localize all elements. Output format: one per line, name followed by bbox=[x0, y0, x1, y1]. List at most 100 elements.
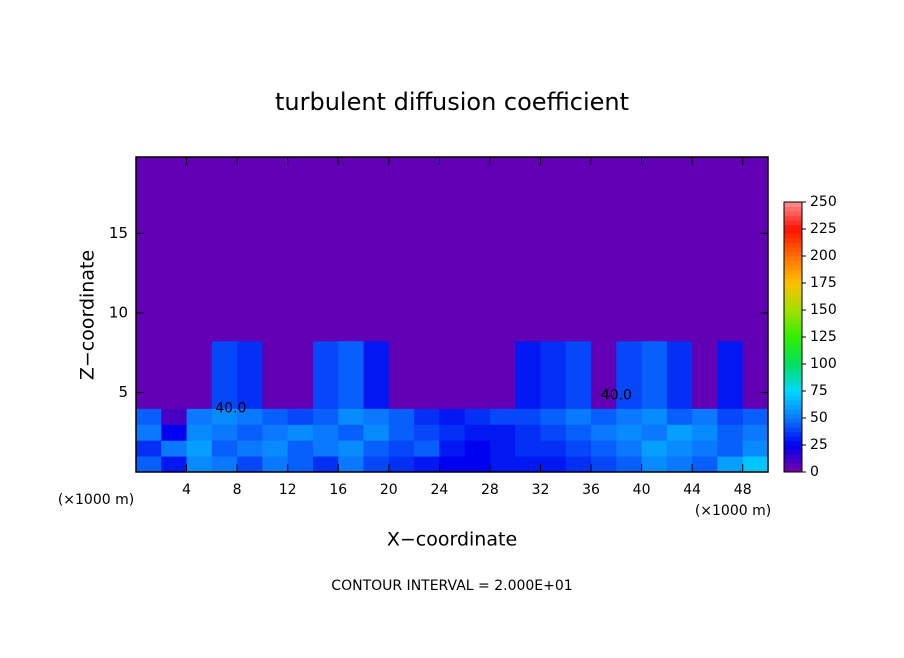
colorbar-band bbox=[784, 328, 802, 333]
field-cell bbox=[338, 456, 365, 473]
plot-frame bbox=[135, 156, 769, 473]
field-cell bbox=[666, 408, 693, 425]
field-cell bbox=[641, 340, 668, 409]
field-cell bbox=[237, 157, 263, 342]
field-cell bbox=[641, 424, 668, 441]
colorbar-band bbox=[784, 260, 802, 266]
field-cell bbox=[186, 408, 213, 425]
field-cell bbox=[515, 408, 541, 425]
field-cell bbox=[666, 340, 693, 409]
y-axis-label: Z−coordinate bbox=[77, 250, 99, 380]
field-cell bbox=[161, 440, 188, 457]
colorbar-band bbox=[784, 436, 802, 441]
field-cell bbox=[641, 456, 668, 473]
field-cell bbox=[616, 456, 643, 473]
field-cell bbox=[616, 424, 643, 441]
field-cell bbox=[338, 440, 365, 457]
colorbar-band bbox=[784, 215, 802, 221]
unit-label: (×1000 m) bbox=[58, 492, 134, 508]
field-cell bbox=[136, 157, 162, 342]
field-cell bbox=[515, 424, 541, 441]
field-cell bbox=[388, 456, 415, 473]
x-tick-label: 20 bbox=[380, 482, 398, 498]
field-cell bbox=[489, 408, 516, 425]
field-cell bbox=[136, 408, 162, 425]
field-cell bbox=[262, 456, 289, 473]
field-cell bbox=[414, 440, 440, 457]
colorbar-band bbox=[784, 305, 802, 311]
colorbar-band bbox=[784, 220, 802, 225]
x-tick-label: 16 bbox=[329, 482, 347, 498]
field-cell bbox=[211, 424, 238, 441]
field-cell bbox=[312, 157, 339, 342]
field-cell bbox=[666, 157, 693, 342]
colorbar-tick-label: 100 bbox=[810, 356, 837, 372]
x-tick-label: 12 bbox=[279, 482, 297, 498]
field-cell bbox=[464, 424, 491, 441]
colorbar-band bbox=[784, 359, 802, 365]
colorbar-tick-label: 175 bbox=[810, 275, 837, 291]
field-cell bbox=[742, 456, 769, 473]
field-cell bbox=[312, 456, 339, 473]
field-cell bbox=[439, 157, 466, 342]
field-cell bbox=[363, 157, 390, 342]
field-cell bbox=[237, 440, 263, 457]
colorbar-band bbox=[784, 202, 802, 207]
field-cell bbox=[717, 340, 744, 409]
colorbar-band bbox=[784, 463, 802, 468]
field-cell bbox=[363, 456, 390, 473]
colorbar-band bbox=[784, 251, 802, 257]
field-cell bbox=[565, 408, 592, 425]
annotation: CONTOUR INTERVAL = 2.000E+01 bbox=[331, 578, 572, 594]
colorbar-band bbox=[784, 391, 802, 396]
field-cell bbox=[161, 408, 188, 425]
colorbar-band bbox=[784, 269, 802, 275]
field-cell bbox=[287, 440, 314, 457]
colorbar-band bbox=[784, 400, 802, 405]
colorbar-band bbox=[784, 364, 802, 369]
colorbar-band bbox=[784, 229, 802, 234]
field-cell bbox=[414, 456, 440, 473]
field-cell bbox=[540, 440, 567, 457]
field-cell bbox=[641, 157, 668, 342]
field-cell bbox=[161, 456, 188, 473]
colorbar-tick-label: 75 bbox=[810, 383, 828, 399]
colorbar-tick-label: 150 bbox=[810, 302, 837, 318]
colorbar-band bbox=[784, 422, 802, 428]
colorbar-tick-label: 200 bbox=[810, 248, 837, 264]
field-cell bbox=[414, 424, 440, 441]
unit-label: (×1000 m) bbox=[695, 503, 771, 519]
colorbar-band bbox=[784, 283, 802, 288]
field-cell bbox=[363, 408, 390, 425]
colorbar-band bbox=[784, 355, 802, 360]
colorbar-band bbox=[784, 386, 802, 392]
colorbar-band bbox=[784, 274, 802, 279]
colorbar-band bbox=[784, 382, 802, 387]
field-cell bbox=[287, 424, 314, 441]
colorbar-tick-label: 250 bbox=[810, 194, 837, 210]
field-cell bbox=[540, 408, 567, 425]
colorbar-tick-label: 225 bbox=[810, 221, 837, 237]
colorbar-band bbox=[784, 256, 802, 261]
field-cell bbox=[616, 340, 643, 409]
field-cell bbox=[616, 408, 643, 425]
field-cell bbox=[591, 424, 617, 441]
colorbar-band bbox=[784, 323, 802, 329]
field-cell bbox=[489, 157, 516, 342]
field-cell bbox=[439, 456, 466, 473]
field-cell bbox=[692, 440, 718, 457]
colorbar-band bbox=[784, 310, 802, 315]
field-cell bbox=[211, 440, 238, 457]
field-cell bbox=[717, 456, 744, 473]
field-cell bbox=[464, 157, 491, 342]
colorbar-band bbox=[784, 247, 802, 252]
colorbar-band bbox=[784, 409, 802, 414]
field-cell bbox=[666, 456, 693, 473]
field-cell bbox=[237, 456, 263, 473]
y-tick-label: 10 bbox=[109, 303, 128, 321]
colorbar-band bbox=[784, 346, 802, 351]
field-cell bbox=[666, 440, 693, 457]
colorbar-band bbox=[784, 341, 802, 347]
chart-title: turbulent diffusion coefficient bbox=[275, 88, 629, 116]
